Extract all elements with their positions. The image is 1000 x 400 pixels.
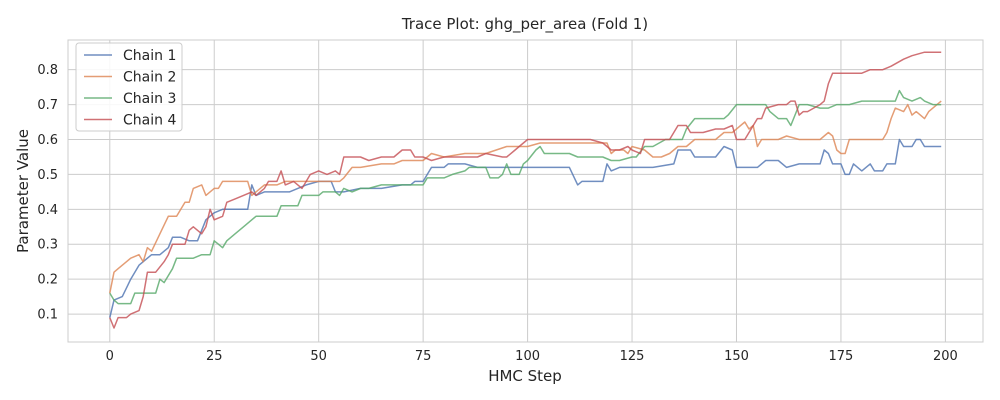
- plot-area-frame: [67, 39, 984, 343]
- series-lines: [109, 51, 942, 329]
- x-axis-label: HMC Step: [488, 367, 562, 385]
- chart-title: Trace Plot: ghg_per_area (Fold 1): [401, 15, 648, 34]
- x-tick-label: 175: [829, 349, 854, 364]
- y-tick-label: 0.1: [37, 308, 58, 323]
- series-line-chain-4: [109, 51, 942, 329]
- grid-lines: [68, 40, 983, 342]
- legend-label-chain-4: Chain 4: [123, 113, 176, 129]
- y-tick-label: 0.7: [37, 98, 58, 113]
- legend: Chain 1 Chain 2 Chain 3 Chain 4: [75, 42, 183, 132]
- x-tick-label: 0: [106, 349, 114, 364]
- x-tick-label: 125: [620, 349, 645, 364]
- legend-label-chain-1: Chain 1: [123, 48, 176, 64]
- y-tick-label: 0.4: [37, 203, 58, 218]
- series-line-chain-2: [109, 100, 942, 294]
- x-tick-label: 25: [206, 349, 223, 364]
- x-tick-label: 75: [415, 349, 432, 364]
- y-tick-label: 0.6: [37, 133, 58, 148]
- y-tick-label: 0.5: [37, 168, 58, 183]
- legend-label-chain-2: Chain 2: [123, 70, 176, 86]
- legend-label-chain-3: Chain 3: [123, 91, 176, 107]
- y-tick-label: 0.8: [37, 63, 58, 78]
- tick-labels: 0 25 50 75 100 125 150 175 200 0.1 0.2 0.3 0.4 0.5 0.6…: [37, 63, 957, 364]
- legend-box: [75, 42, 183, 132]
- series-line-chain-3: [109, 89, 942, 305]
- y-axis-label: Parameter Value: [14, 129, 32, 253]
- y-tick-label: 0.2: [37, 273, 58, 288]
- x-tick-label: 150: [724, 349, 749, 364]
- series-line-chain-1: [109, 138, 942, 318]
- x-tick-label: 100: [515, 349, 540, 364]
- x-tick-label: 50: [310, 349, 327, 364]
- x-tick-label: 200: [933, 349, 958, 364]
- y-tick-label: 0.3: [37, 238, 58, 253]
